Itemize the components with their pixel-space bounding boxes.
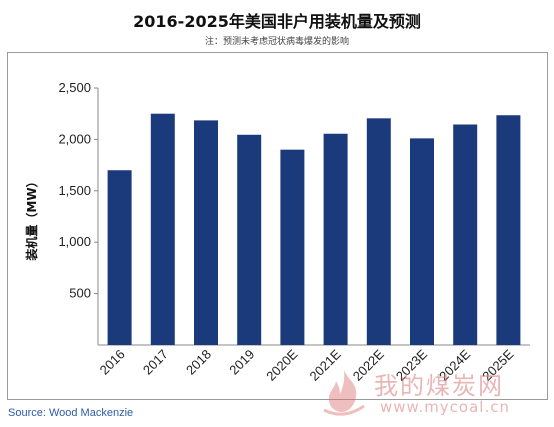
bar-2019 [237, 134, 262, 345]
watermark: 我的煤炭网 www.mycoal.cn [318, 364, 550, 420]
bar-2023E [410, 138, 434, 345]
y-tick-label: 500 [69, 286, 91, 301]
bar-2024E [453, 124, 478, 345]
bar-2018 [194, 120, 218, 345]
watermark-url: www.mycoal.cn [380, 398, 510, 416]
bar-2021E [323, 133, 348, 345]
y-tick-label: 2,000 [58, 131, 91, 146]
bar-2017 [150, 113, 175, 345]
x-tick-label: 2018 [183, 347, 214, 378]
flame-logo-icon [323, 370, 365, 416]
chart-title: 2016-2025年美国非户用装机量及预测 [133, 12, 421, 31]
plot-frame [7, 52, 548, 400]
y-tick-label: 1,000 [58, 234, 91, 249]
bar-2016 [107, 170, 132, 345]
source-label: Source: Wood Mackenzie [8, 407, 134, 419]
bars [107, 113, 521, 346]
y-tick-label: 1,500 [58, 183, 91, 198]
chart-note: 注：预测未考虑冠状病毒爆发的影响 [204, 37, 349, 47]
y-axis-label: 装机量（MW） [24, 175, 39, 261]
y-tick-label: 2,500 [58, 80, 91, 95]
bar-2020E [280, 149, 305, 345]
y-ticks: 500 1,000 1,500 2,000 2,500 [58, 80, 98, 301]
watermark-text: 我的煤炭网 [374, 372, 504, 400]
x-tick-label: 2017 [140, 347, 171, 378]
bar-2025E [496, 115, 521, 345]
x-tick-label: 2019 [226, 347, 257, 378]
x-tick-label: 2020E [263, 346, 300, 383]
bar-2022E [366, 118, 391, 346]
x-tick-label: 2016 [97, 347, 128, 378]
